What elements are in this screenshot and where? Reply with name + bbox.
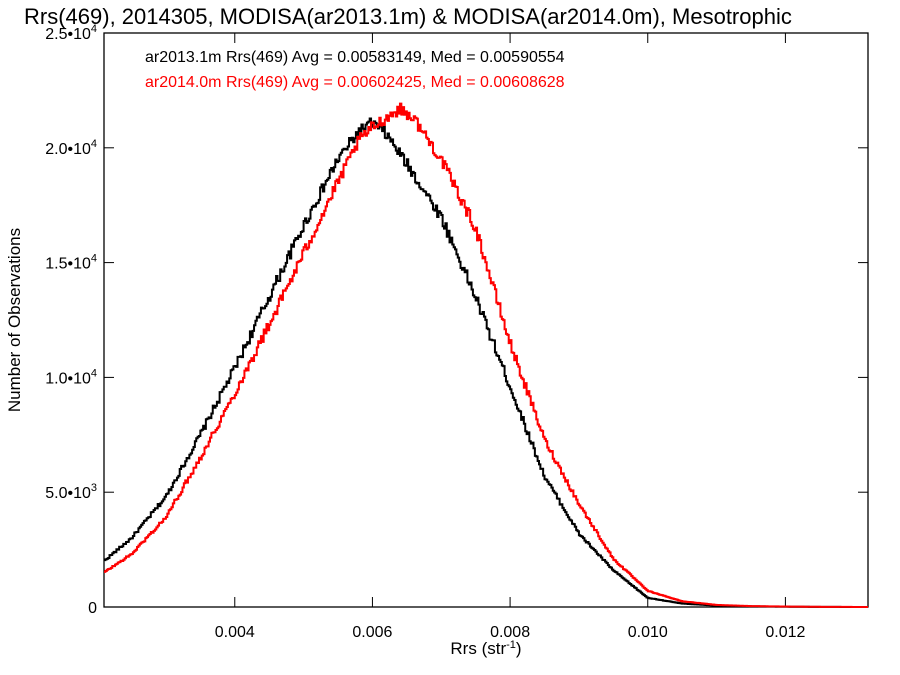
chart-title: Rrs(469), 2014305, MODISA(ar2013.1m) & M… <box>24 4 792 29</box>
y-tick-exponent: 4 <box>91 23 97 35</box>
x-axis-label: Rrs (str-1) <box>450 639 521 658</box>
y-tick-label: 1.5•104 <box>45 253 97 273</box>
y-tick-exponent: 4 <box>91 138 97 150</box>
y-tick-label: 5.0•103 <box>45 482 97 502</box>
x-tick-label: 0.008 <box>490 624 530 641</box>
y-tick-mantissa: 1.5•10 <box>45 256 91 273</box>
data-series <box>104 102 868 608</box>
y-tick-mantissa: 2.5•10 <box>45 26 91 43</box>
y-tick-mantissa: 5.0•10 <box>45 485 91 502</box>
plot-frame <box>103 32 869 608</box>
x-tick-label: 0.006 <box>352 624 392 641</box>
y-axis-label: Number of Observations <box>5 228 24 412</box>
series-line-ar2014.0m <box>104 102 868 608</box>
y-tick-mantissa: 1.0•10 <box>45 370 91 387</box>
legend: ar2013.1m Rrs(469) Avg = 0.00583149, Med… <box>145 49 565 91</box>
axis-ticks: 0.004 0.006 0.008 0.010 0.01205.0•1031.0•104… <box>45 23 868 641</box>
x-tick-label: 0.004 <box>215 624 255 641</box>
y-tick-label: 2.5•104 <box>45 23 97 43</box>
y-tick-exponent: 4 <box>91 367 97 379</box>
y-tick-mantissa: 2.0•10 <box>45 141 91 158</box>
legend-entry-ar2014.0m: ar2014.0m Rrs(469) Avg = 0.00602425, Med… <box>145 74 565 91</box>
x-tick-label: 0.010 <box>628 624 668 641</box>
y-tick-label: 1.0•104 <box>45 367 97 387</box>
y-tick-exponent: 4 <box>91 253 97 265</box>
y-tick-mantissa: 0 <box>88 600 97 617</box>
legend-entry-ar2013.1m: ar2013.1m Rrs(469) Avg = 0.00583149, Med… <box>145 49 565 66</box>
y-tick-label: 0 <box>88 600 97 617</box>
x-tick-label: 0.012 <box>765 624 805 641</box>
y-tick-exponent: 3 <box>91 482 97 494</box>
y-tick-label: 2.0•104 <box>45 138 97 158</box>
